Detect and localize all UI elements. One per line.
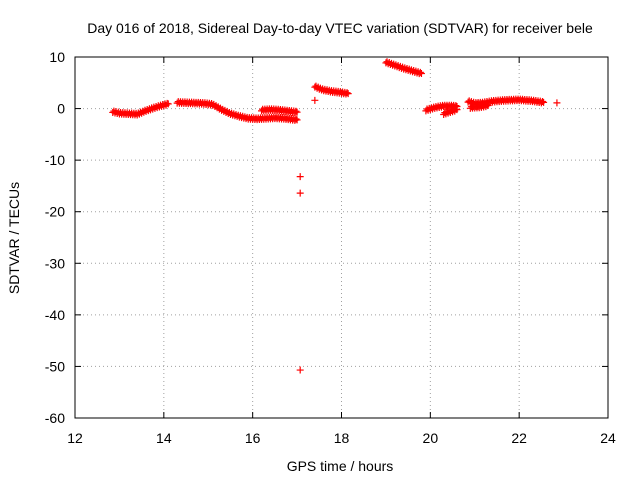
data-point xyxy=(538,97,546,105)
data-point xyxy=(343,89,351,97)
data-point xyxy=(344,90,352,98)
x-tick-label: 22 xyxy=(511,430,527,446)
outlier-point xyxy=(296,366,304,374)
x-tick-label: 24 xyxy=(600,430,616,446)
x-tick-label: 20 xyxy=(423,430,439,446)
data-point xyxy=(292,107,300,115)
y-axis-label: SDTVAR / TECUs xyxy=(6,182,22,294)
x-tick-label: 12 xyxy=(67,430,83,446)
y-tick-label: -30 xyxy=(45,255,65,271)
y-tick-label: -60 xyxy=(45,410,65,426)
data-points xyxy=(109,58,561,374)
y-tick-label: -10 xyxy=(45,152,65,168)
outlier-point xyxy=(296,173,304,181)
plot-frame xyxy=(74,56,609,419)
chart-title: Day 016 of 2018, Sidereal Day-to-day VTE… xyxy=(87,20,593,36)
outlier-point xyxy=(553,99,561,107)
outlier-point xyxy=(296,189,304,197)
data-point xyxy=(484,101,492,109)
data-point xyxy=(540,98,548,106)
outlier-point xyxy=(311,96,319,104)
data-point xyxy=(293,116,301,124)
x-tick-label: 16 xyxy=(245,430,261,446)
data-point xyxy=(453,106,461,114)
data-point xyxy=(164,100,172,108)
y-tick-label: -40 xyxy=(45,307,65,323)
x-axis-label: GPS time / hours xyxy=(287,458,394,474)
x-tick-label: 14 xyxy=(156,430,172,446)
y-tick-label: 10 xyxy=(49,49,65,65)
axis-ticks: 12 14 16 18 20 22 24 10 0 -10 -20 -30 -40 -50 -60 xyxy=(45,49,616,446)
y-tick-label: 0 xyxy=(57,101,65,117)
data-point xyxy=(293,108,301,116)
data-point xyxy=(417,70,425,78)
data-point xyxy=(416,68,424,76)
y-tick-label: -50 xyxy=(45,358,65,374)
y-tick-label: -20 xyxy=(45,204,65,220)
x-tick-label: 18 xyxy=(334,430,350,446)
data-point xyxy=(292,115,300,123)
